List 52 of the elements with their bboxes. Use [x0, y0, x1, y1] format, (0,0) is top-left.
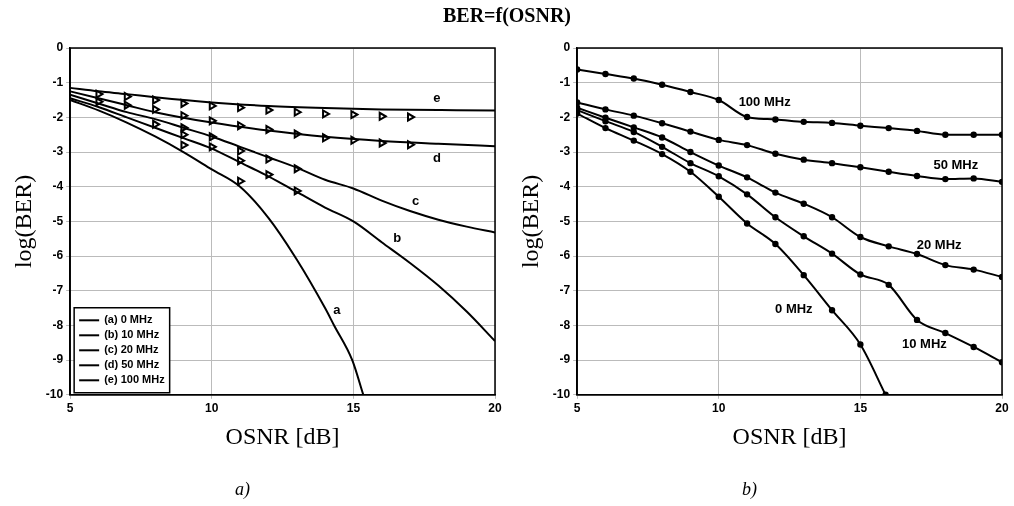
y-tick-label: -8: [559, 317, 571, 332]
y-tick-label: -1: [559, 74, 571, 89]
y-tick-label: -8: [52, 317, 64, 332]
x-tick-label: 10: [205, 401, 219, 416]
series-label: 50 MHz: [933, 157, 979, 173]
annotation: a: [333, 302, 342, 318]
legend-label: (d) 50 MHz: [104, 358, 160, 371]
chart-title: BER=f(OSNR): [441, 4, 573, 27]
y-tick-label: -1: [52, 74, 64, 89]
x-axis-title: OSNR [dB]: [225, 422, 340, 449]
series-label: 100 MHz: [738, 94, 792, 110]
y-tick-label: -10: [45, 387, 64, 402]
y-tick-label: -4: [52, 179, 64, 194]
x-tick-label: 20: [995, 401, 1009, 416]
x-tick-label: 10: [712, 401, 726, 416]
y-tick-label: -2: [52, 109, 64, 124]
y-tick-label: -5: [52, 213, 64, 228]
y-tick-label: -4: [559, 179, 571, 194]
y-tick-label: -6: [559, 248, 571, 263]
y-tick-label: -10: [552, 387, 571, 402]
legend-label: (c) 20 MHz: [104, 343, 160, 356]
x-tick-label: 15: [346, 401, 361, 416]
legend-label: (a) 0 MHz: [104, 313, 153, 326]
series-label: 0 MHz: [775, 301, 814, 317]
y-tick-label: -2: [559, 109, 571, 124]
annotation: b: [393, 230, 402, 246]
x-tick-label: 5: [66, 401, 74, 416]
text: b): [742, 478, 758, 500]
y-tick-label: -3: [559, 144, 571, 159]
annotation: d: [432, 149, 441, 165]
annotation: e: [433, 90, 441, 106]
annotation: c: [412, 193, 420, 209]
y-tick-label: -7: [559, 283, 571, 298]
series-label: 20 MHz: [916, 236, 963, 252]
series-label: 10 MHz: [901, 336, 948, 352]
legend-label: (e) 100 MHz: [104, 373, 166, 386]
x-tick-label: 5: [573, 401, 581, 416]
text: a): [235, 478, 251, 500]
y-tick-label: -7: [52, 283, 64, 298]
y-axis-title: log(BER): [516, 174, 543, 269]
y-tick-label: 0: [563, 40, 571, 55]
y-axis-title: log(BER): [9, 174, 36, 269]
x-tick-label: 20: [488, 401, 502, 416]
y-tick-label: -9: [52, 352, 64, 367]
x-axis-title: OSNR [dB]: [732, 422, 847, 449]
x-tick-label: 15: [853, 401, 868, 416]
y-tick-label: -6: [52, 248, 64, 263]
legend-label: (b) 10 MHz: [104, 328, 160, 341]
y-tick-label: -9: [559, 352, 571, 367]
y-tick-label: 0: [56, 40, 64, 55]
y-tick-label: -5: [559, 213, 571, 228]
y-tick-label: -3: [52, 144, 64, 159]
